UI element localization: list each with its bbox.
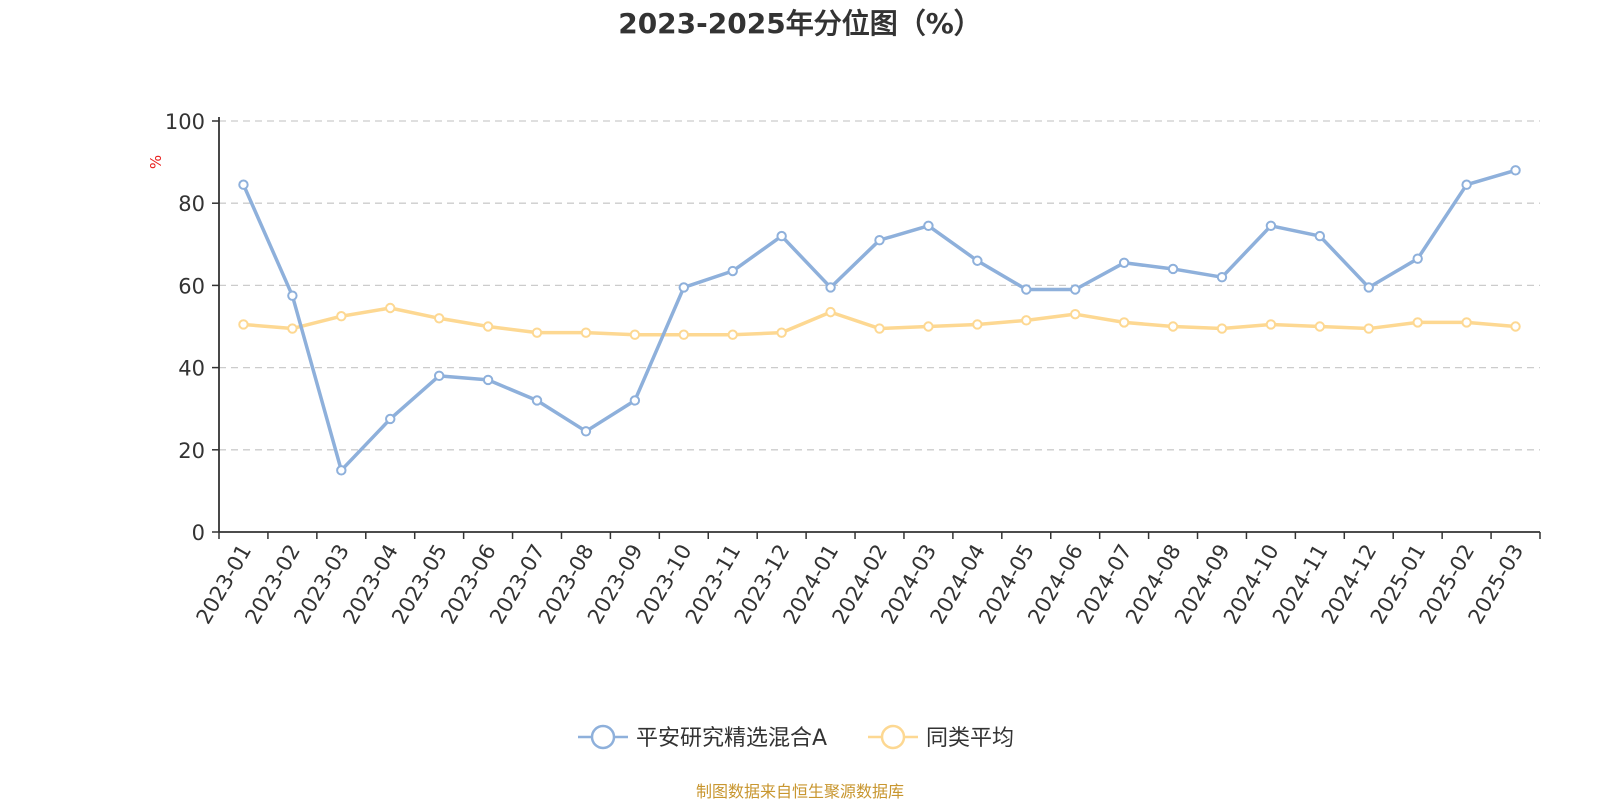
axes (212, 117, 1541, 539)
data-point (580, 327, 592, 338)
x-axis-ticks: 2023-012023-022023-032023-042023-052023-… (191, 540, 1528, 628)
data-point (629, 395, 641, 406)
data-point (1167, 263, 1179, 275)
data-point (287, 290, 298, 301)
data-point (825, 306, 836, 318)
series-lines (238, 165, 1521, 476)
chart-title: 2023-2025年分位图（%） (618, 7, 982, 40)
data-point (923, 321, 934, 332)
legend-label: 同类平均 (926, 726, 1014, 751)
data-point (776, 230, 787, 242)
data-point (727, 265, 738, 277)
y-axis-unit: % (147, 155, 165, 169)
legend-item-1: 同类平均 (868, 724, 1014, 751)
data-point (1167, 321, 1179, 332)
source-note: 制图数据来自恒生聚源数据库 (696, 782, 904, 800)
data-point (385, 413, 396, 425)
data-point (1510, 321, 1521, 332)
data-point (1363, 323, 1374, 334)
data-point (1314, 230, 1326, 242)
data-point (776, 327, 787, 338)
data-point (874, 234, 885, 246)
data-point (580, 426, 592, 437)
data-point (1461, 317, 1472, 328)
data-point (678, 282, 689, 293)
data-point (482, 374, 494, 386)
data-point (923, 220, 934, 232)
data-point (1216, 323, 1228, 334)
data-point (238, 179, 249, 190)
data-point (1021, 284, 1032, 295)
y-tick-label-0: 0 (192, 521, 205, 545)
data-point (629, 329, 641, 340)
y-tick-label-80: 80 (178, 192, 205, 216)
data-point (385, 302, 396, 314)
data-point (1021, 315, 1032, 326)
data-point (1216, 271, 1228, 283)
data-point (727, 329, 738, 340)
legend-item-0: 平安研究精选混合A (578, 724, 827, 751)
legend-marker (880, 724, 906, 750)
series-0 (238, 165, 1521, 476)
series-line-0 (241, 168, 1518, 473)
data-point (1412, 253, 1423, 264)
data-point (1412, 317, 1423, 328)
data-point (678, 329, 689, 340)
y-tick-label-20: 20 (178, 439, 205, 463)
data-point (825, 282, 836, 293)
legend: 平安研究精选混合A 同类平均 (578, 724, 1014, 751)
y-tick-label-60: 60 (178, 274, 205, 298)
data-point (482, 321, 494, 332)
data-point (433, 370, 445, 382)
legend-label: 平安研究精选混合A (636, 726, 827, 751)
y-tick-label-100: 100 (165, 110, 205, 134)
data-point (1265, 220, 1277, 232)
data-point (531, 327, 543, 338)
data-point (1118, 317, 1130, 328)
data-point (1070, 284, 1081, 295)
data-point (1070, 308, 1081, 320)
y-axis-ticks: 0 20 40 60 80 100 (165, 110, 205, 545)
data-point (1363, 282, 1374, 293)
legend-marker (590, 724, 616, 750)
data-point (1510, 165, 1521, 176)
y-tick-label-40: 40 (178, 357, 205, 381)
data-point (287, 323, 298, 334)
data-point (972, 319, 983, 330)
data-point (433, 313, 445, 324)
grid-lines (219, 120, 1540, 451)
series-1 (238, 302, 1521, 340)
data-point (1461, 179, 1472, 190)
data-point (874, 323, 885, 334)
data-point (1265, 319, 1277, 330)
data-point (1118, 257, 1130, 268)
data-point (1314, 321, 1326, 332)
data-point (531, 395, 543, 406)
data-point (238, 319, 249, 330)
data-point (336, 465, 347, 476)
data-point (972, 255, 983, 266)
data-point (336, 311, 347, 322)
